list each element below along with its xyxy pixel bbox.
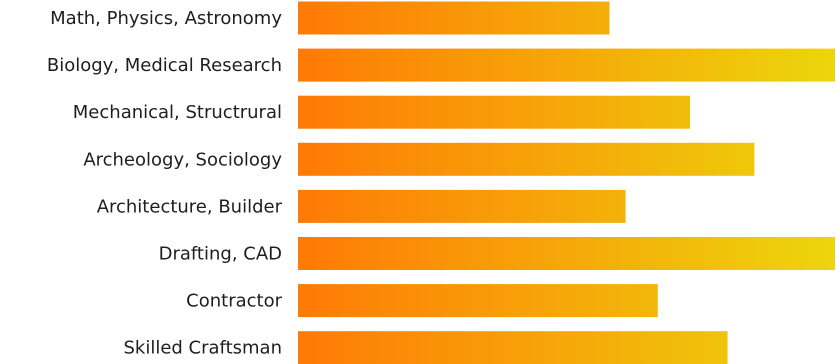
category-label-architecture-builder: Architecture, Builder [97, 196, 283, 217]
category-label-biology-medical-research: Biology, Medical Research [47, 55, 282, 76]
category-label-math-physics-astronomy: Math, Physics, Astronomy [50, 8, 282, 29]
bar-mechanical-structrural [298, 95, 690, 129]
category-label-archeology-sociology: Archeology, Sociology [83, 149, 282, 170]
category-label-mechanical-structrural: Mechanical, Structrural [73, 102, 282, 123]
category-labels: Math, Physics, Astronomy Biology, Medical… [47, 8, 283, 359]
category-label-contractor: Contractor [186, 291, 282, 312]
bar-math-physics-astronomy [298, 1, 610, 35]
bar-skilled-craftsman [298, 331, 728, 364]
bars-layer [298, 1, 835, 364]
category-label-skilled-craftsman: Skilled Craftsman [123, 338, 282, 359]
category-label-drafting-cad: Drafting, CAD [159, 244, 282, 265]
bar-architecture-builder [298, 189, 626, 223]
bar-drafting-cad [298, 237, 835, 270]
bar-contractor [298, 284, 658, 318]
bar-biology-medical-research [298, 48, 835, 82]
bar-archeology-sociology [298, 142, 755, 176]
